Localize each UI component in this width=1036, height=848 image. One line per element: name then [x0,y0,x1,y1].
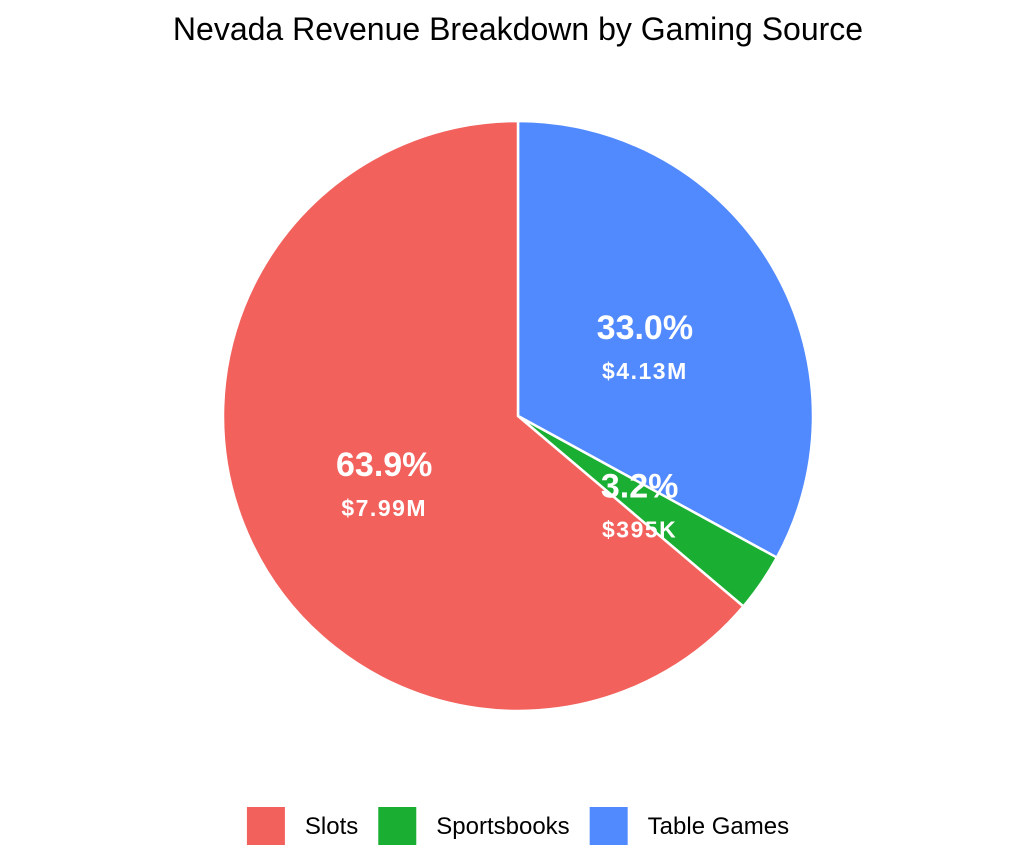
legend: Slots Sportsbooks Table Games [246,807,789,845]
legend-item-sportsbooks: Sportsbooks [378,807,570,845]
legend-label-table-games: Table Games [648,813,789,840]
legend-item-slots: Slots [246,807,358,845]
slice-percent-label-slots: 63.9% [336,446,432,484]
legend-label-sportsbooks: Sportsbooks [436,813,569,840]
legend-swatch-table-games [589,807,628,845]
slice-percent-label-table-games: 33.0% [597,309,693,347]
legend-item-table-games: Table Games [589,807,789,845]
slice-percent-label-sportsbooks: 3.2% [601,467,679,505]
legend-label-slots: Slots [305,813,358,840]
slice-value-label-sportsbooks: $395K [602,516,677,542]
slice-value-label-table-games: $4.13M [602,358,688,384]
pie-slice-table-games [516,119,815,560]
slice-value-label-slots: $7.99M [341,495,427,521]
legend-swatch-slots [246,807,285,845]
pie-slice-slots [221,119,746,713]
chart-title: Nevada Revenue Breakdown by Gaming Sourc… [173,11,863,47]
legend-swatch-sportsbooks [378,807,417,845]
pie-slices [221,119,815,713]
pie-labels: 33.0% $4.13M 3.2% $395K 63.9% $7.99M [336,309,693,543]
